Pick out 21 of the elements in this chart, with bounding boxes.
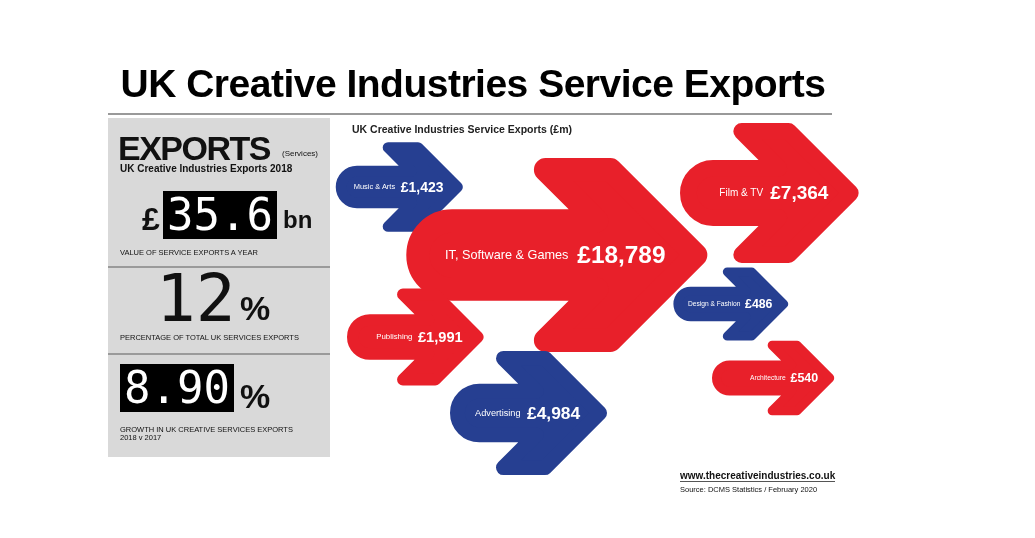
data-label: £7,364 [770,182,829,204]
data-label: £540 [790,371,819,386]
category-label: Advertising [475,407,521,418]
text: bn [283,206,313,234]
category-label: IT, Software & Games [445,247,569,262]
text: £ [142,201,160,238]
text: 35.6 [163,189,277,240]
data-label: £4,984 [526,402,581,423]
text: UK Creative Industries Service Exports (£m) [352,123,572,135]
text: % [240,377,271,416]
text: www.thecreativeindustries.co.uk [680,470,836,482]
text: UK Creative Industries Service Exports [119,62,827,106]
data-label: £486 [745,297,773,312]
data-label: £1,423 [400,178,444,195]
data-label: £1,991 [417,329,463,346]
text: UK Creative Industries Exports 2018 [120,163,293,174]
text: (Services) [282,149,319,159]
text: 8.90 [120,362,234,413]
data-label: £18,789 [577,240,666,268]
category-label: Film & TV [719,186,764,198]
text: % [240,289,271,328]
